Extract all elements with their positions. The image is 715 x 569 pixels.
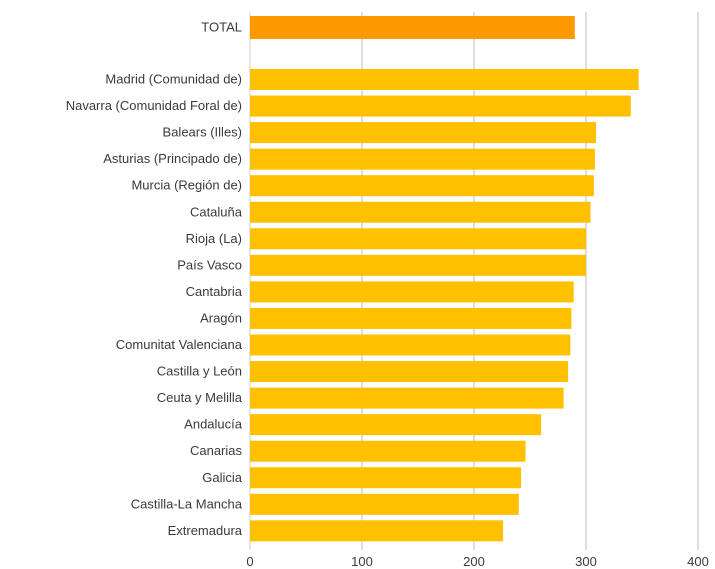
bar xyxy=(250,228,586,250)
bar xyxy=(250,122,597,144)
category-label: Extremadura xyxy=(168,523,243,538)
category-label: Madrid (Comunidad de) xyxy=(105,72,242,87)
bar xyxy=(250,254,586,276)
category-label: Asturias (Principado de) xyxy=(103,151,242,166)
category-label: Canarias xyxy=(190,443,243,458)
bar xyxy=(250,69,639,90)
category-label: Cantabria xyxy=(186,284,243,299)
category-label: Cataluña xyxy=(190,204,243,219)
bar xyxy=(250,493,519,515)
x-tick-label: 200 xyxy=(463,554,485,569)
x-tick-label: 0 xyxy=(246,554,253,569)
category-label: Castilla-La Mancha xyxy=(131,496,243,511)
bar-total xyxy=(250,16,575,39)
category-label: Aragón xyxy=(200,310,242,325)
x-tick-label: 100 xyxy=(351,554,373,569)
bars xyxy=(250,16,639,542)
x-axis-ticks: 0 100 200 300 400 xyxy=(246,554,708,569)
category-label: Castilla y León xyxy=(157,364,242,379)
category-label: Andalucía xyxy=(184,417,243,432)
bar xyxy=(250,467,522,489)
x-tick-label: 400 xyxy=(687,554,709,569)
bar xyxy=(250,201,591,223)
category-label: Rioja (La) xyxy=(186,231,242,246)
bar xyxy=(250,440,526,462)
bar xyxy=(250,95,631,117)
x-tick-label: 300 xyxy=(575,554,597,569)
bar xyxy=(250,520,504,542)
category-label: Galicia xyxy=(202,470,243,485)
category-label: País Vasco xyxy=(177,257,242,272)
bar xyxy=(250,148,595,170)
bar xyxy=(250,361,569,383)
bar xyxy=(250,414,542,436)
bar xyxy=(250,281,574,303)
category-label: Murcia (Región de) xyxy=(131,178,242,193)
category-label: Ceuta y Melilla xyxy=(157,390,243,405)
bar xyxy=(250,307,572,329)
bar xyxy=(250,334,571,356)
category-label: Comunitat Valenciana xyxy=(116,337,243,352)
category-label: Navarra (Comunidad Foral de) xyxy=(66,98,242,113)
category-label: Balears (Illes) xyxy=(163,125,242,140)
category-label-total: TOTAL xyxy=(201,20,242,35)
category-labels: TOTAL Madrid (Comunidad de) Navarra (Comun… xyxy=(66,20,243,538)
bar xyxy=(250,387,564,409)
bar xyxy=(250,175,594,197)
